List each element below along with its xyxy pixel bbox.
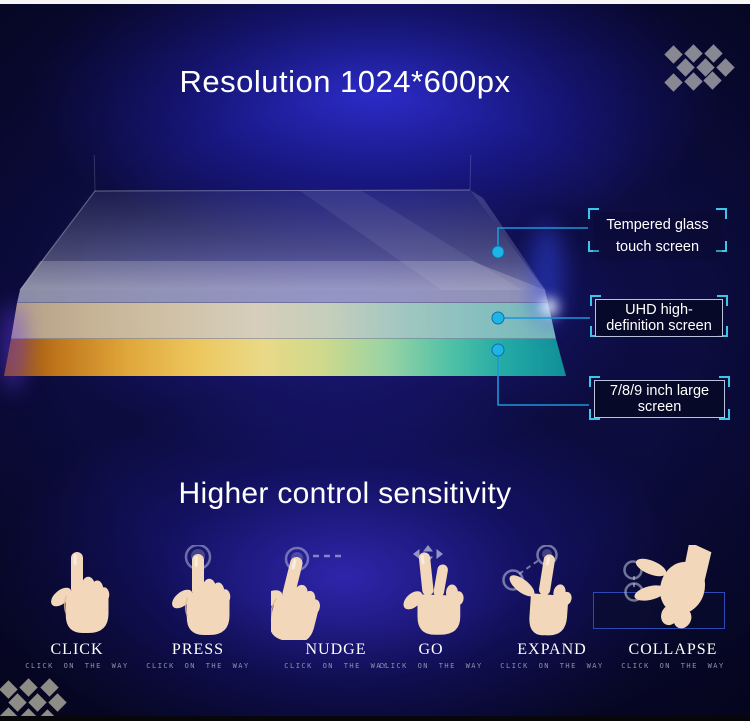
uhd-screen-layer: [11, 303, 556, 339]
callout-line: UHD high-: [625, 302, 693, 318]
gesture-subtext: CLICK ON THE WAY: [621, 662, 725, 670]
gesture-click: CLICK CLICK ON THE WAY: [12, 545, 142, 685]
glass-layer: [20, 190, 545, 290]
gesture-subtext: CLICK ON THE WAY: [500, 662, 604, 670]
gesture-label: COLLAPSE: [628, 641, 718, 658]
gesture-go: GO CLICK ON THE WAY: [366, 545, 496, 685]
purple-glow: [2, 303, 24, 391]
gesture-subtext: CLICK ON THE WAY: [25, 662, 129, 670]
callout-dots: [491, 245, 505, 357]
gesture-nudge: NUDGE CLICK ON THE WAY: [271, 545, 401, 685]
press-hand-icon: [167, 545, 231, 636]
callout-line: definition screen: [606, 318, 712, 334]
callout-line: touch screen: [615, 239, 700, 255]
nudge-hand-icon: [271, 546, 343, 640]
callout-uhd-screen: UHD high- definition screen: [590, 295, 728, 337]
gesture-expand: EXPAND CLICK ON THE WAY: [487, 545, 617, 685]
gesture-label: PRESS: [171, 641, 225, 658]
gesture-press: PRESS CLICK ON THE WAY: [133, 545, 263, 685]
gesture-collapse: COLLAPSE CLICK ON THE WAY: [603, 545, 743, 685]
callout-line: Tempered glass: [606, 217, 709, 233]
callout-line: screen: [637, 399, 682, 415]
callout-line: 7/8/9 inch large: [609, 383, 710, 399]
gesture-label: EXPAND: [517, 641, 587, 658]
gesture-label: NUDGE: [305, 641, 367, 658]
expand-hand-icon: [502, 545, 573, 636]
gesture-subtext: CLICK ON THE WAY: [284, 662, 388, 670]
bottom-edge-strip: [0, 716, 750, 721]
white-glow: [540, 298, 558, 316]
callout-lines: [497, 227, 590, 406]
gesture-subtext: CLICK ON THE WAY: [146, 662, 250, 670]
top-edge-strip: [0, 0, 750, 4]
pointing-hand-icon: [46, 551, 110, 634]
section-title: Higher control sensitivity: [178, 477, 512, 510]
go-hand-icon: [400, 545, 464, 635]
callout-tempered-glass: Tempered glass touch screen: [588, 208, 727, 260]
glass-front-edge: [17, 290, 548, 303]
callout-screen-size: 7/8/9 inch large screen: [589, 376, 730, 420]
pinch-hand-icon: [623, 545, 712, 632]
gesture-label: GO: [418, 641, 444, 658]
display-panel-layer: [4, 339, 566, 376]
screen-layers-illustration: [2, 155, 590, 406]
gesture-subtext: CLICK ON THE WAY: [379, 662, 483, 670]
gesture-label: CLICK: [50, 641, 104, 658]
page-title: Resolution 1024*600px: [179, 64, 511, 99]
